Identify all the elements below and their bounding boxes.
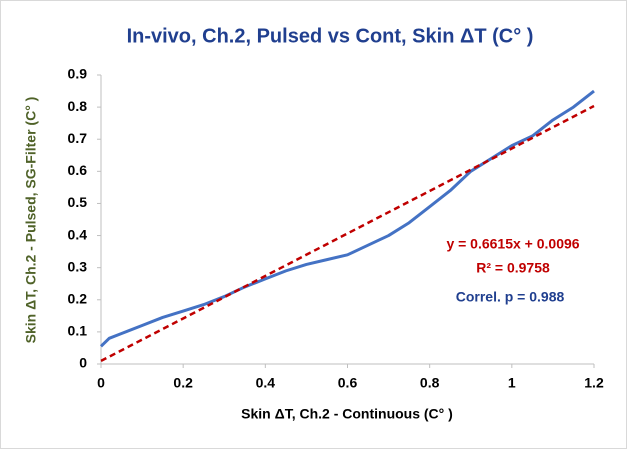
y-tick-label: 0.8 [68, 98, 88, 114]
data-line [99, 89, 595, 348]
x-tick-label: 0.4 [256, 375, 276, 391]
annotation: y = 0.6615x + 0.0096 [446, 236, 579, 252]
y-tick-label: 0.5 [68, 194, 88, 210]
y-axis-label: Skin ΔT, Ch.2 - Pulsed, SG-Filter (C° ) [23, 97, 39, 344]
trend-line [100, 104, 595, 363]
y-tick-label: 0.6 [68, 162, 88, 178]
annotation: Correl. p = 0.988 [456, 289, 565, 305]
y-tick-label: 0.7 [68, 130, 88, 146]
x-tick-label: 0 [97, 375, 105, 391]
x-tick-label: 0.6 [338, 375, 358, 391]
x-tick-label: 1 [508, 375, 516, 391]
y-tick-label: 0.3 [68, 258, 88, 274]
y-tick-label: 0 [79, 355, 87, 371]
x-tick-label: 0.8 [420, 375, 440, 391]
y-tick-label: 0.9 [68, 66, 88, 82]
annotation: R² = 0.9758 [476, 260, 550, 276]
y-tick-label: 0.4 [68, 226, 88, 242]
chart-title: In-vivo, Ch.2, Pulsed vs Cont, Skin ΔT (… [127, 25, 534, 47]
y-tick-label: 0.2 [68, 290, 88, 306]
y-tick-label: 0.1 [68, 323, 88, 339]
x-tick-label: 0.2 [173, 375, 193, 391]
x-axis-label: Skin ΔT, Ch.2 - Continuous (C° ) [241, 406, 453, 422]
x-tick-label: 1.2 [584, 375, 604, 391]
